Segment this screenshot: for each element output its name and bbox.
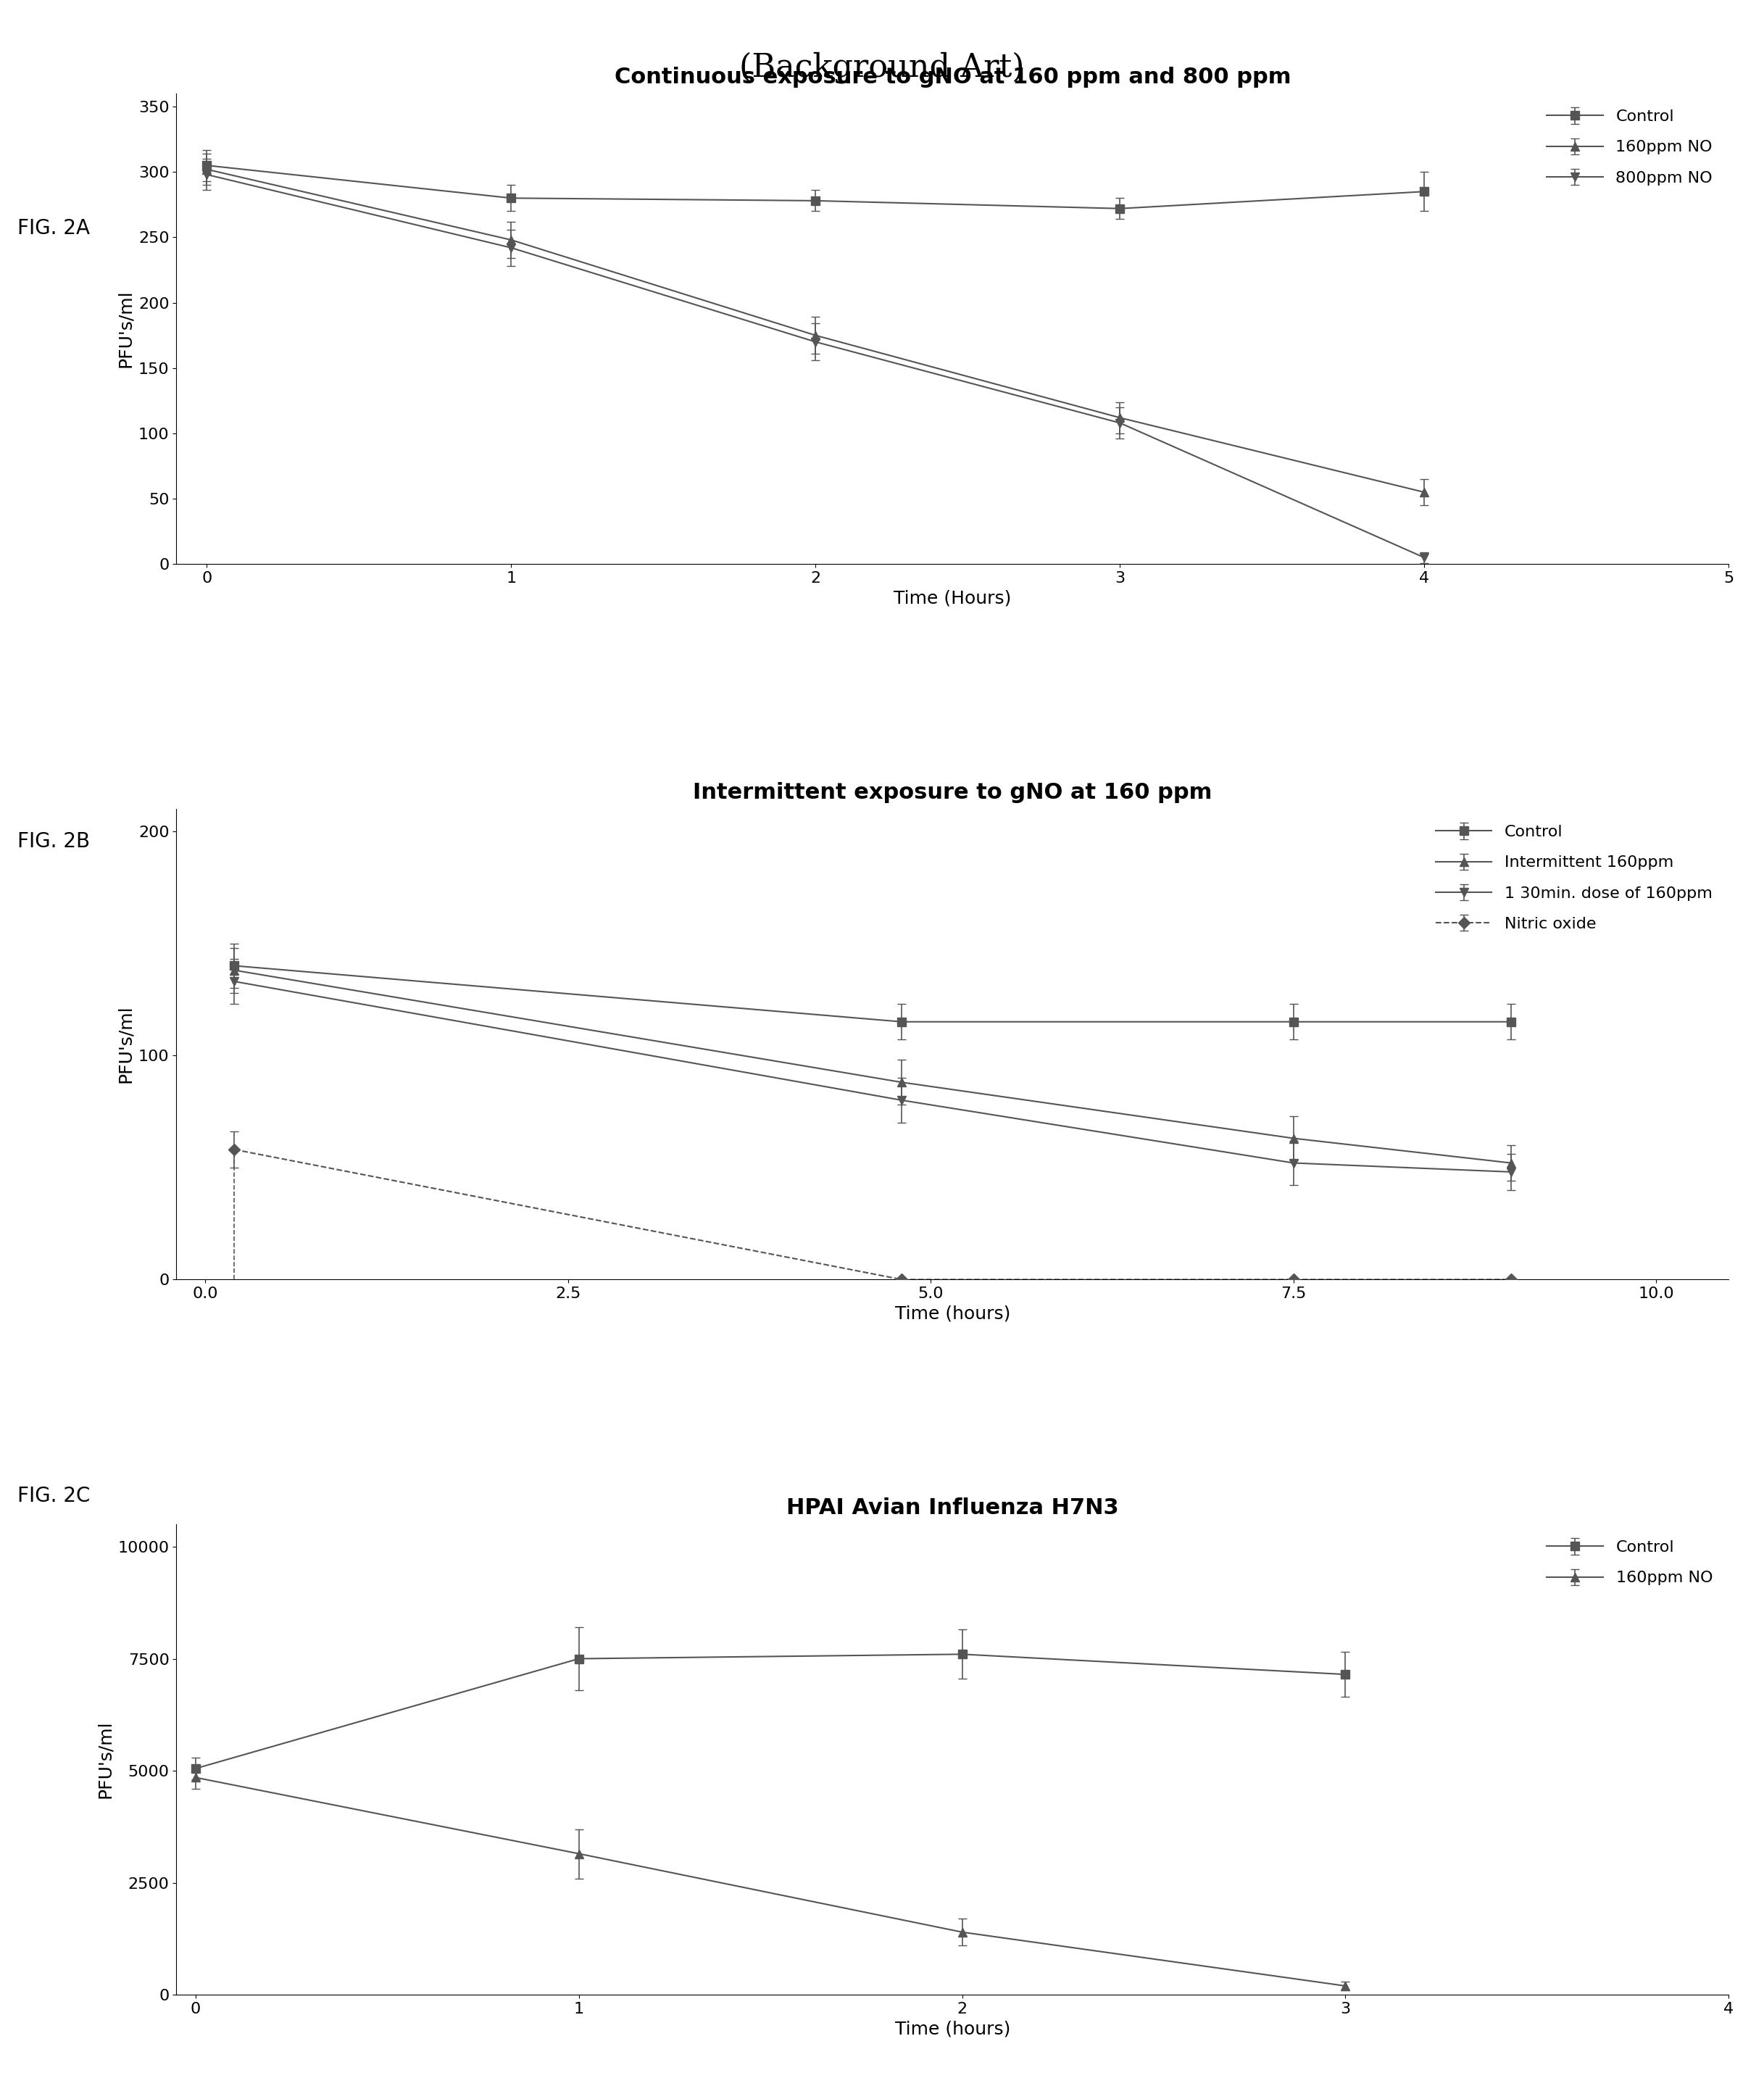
Legend: Control, Intermittent 160ppm, 1 30min. dose of 160ppm, Nitric oxide: Control, Intermittent 160ppm, 1 30min. d… [1427,817,1720,939]
Y-axis label: PFU's/ml: PFU's/ml [116,289,134,368]
Y-axis label: PFU's/ml: PFU's/ml [116,1006,134,1083]
Text: FIG. 2B: FIG. 2B [18,831,90,852]
Title: Continuous exposure to gNO at 160 ppm and 800 ppm: Continuous exposure to gNO at 160 ppm an… [614,66,1291,87]
Y-axis label: PFU's/ml: PFU's/ml [97,1721,115,1800]
X-axis label: Time (hours): Time (hours) [894,2020,1011,2039]
X-axis label: Time (Hours): Time (Hours) [894,590,1011,607]
Text: FIG. 2C: FIG. 2C [18,1486,90,1507]
Title: HPAI Avian Influenza H7N3: HPAI Avian Influenza H7N3 [787,1498,1118,1519]
Text: (Background Art): (Background Art) [739,52,1025,83]
Legend: Control, 160ppm NO, 800ppm NO: Control, 160ppm NO, 800ppm NO [1538,102,1720,193]
Title: Intermittent exposure to gNO at 160 ppm: Intermittent exposure to gNO at 160 ppm [693,781,1212,804]
Legend: Control, 160ppm NO: Control, 160ppm NO [1538,1531,1720,1594]
Text: FIG. 2A: FIG. 2A [18,218,90,239]
X-axis label: Time (hours): Time (hours) [894,1305,1011,1322]
